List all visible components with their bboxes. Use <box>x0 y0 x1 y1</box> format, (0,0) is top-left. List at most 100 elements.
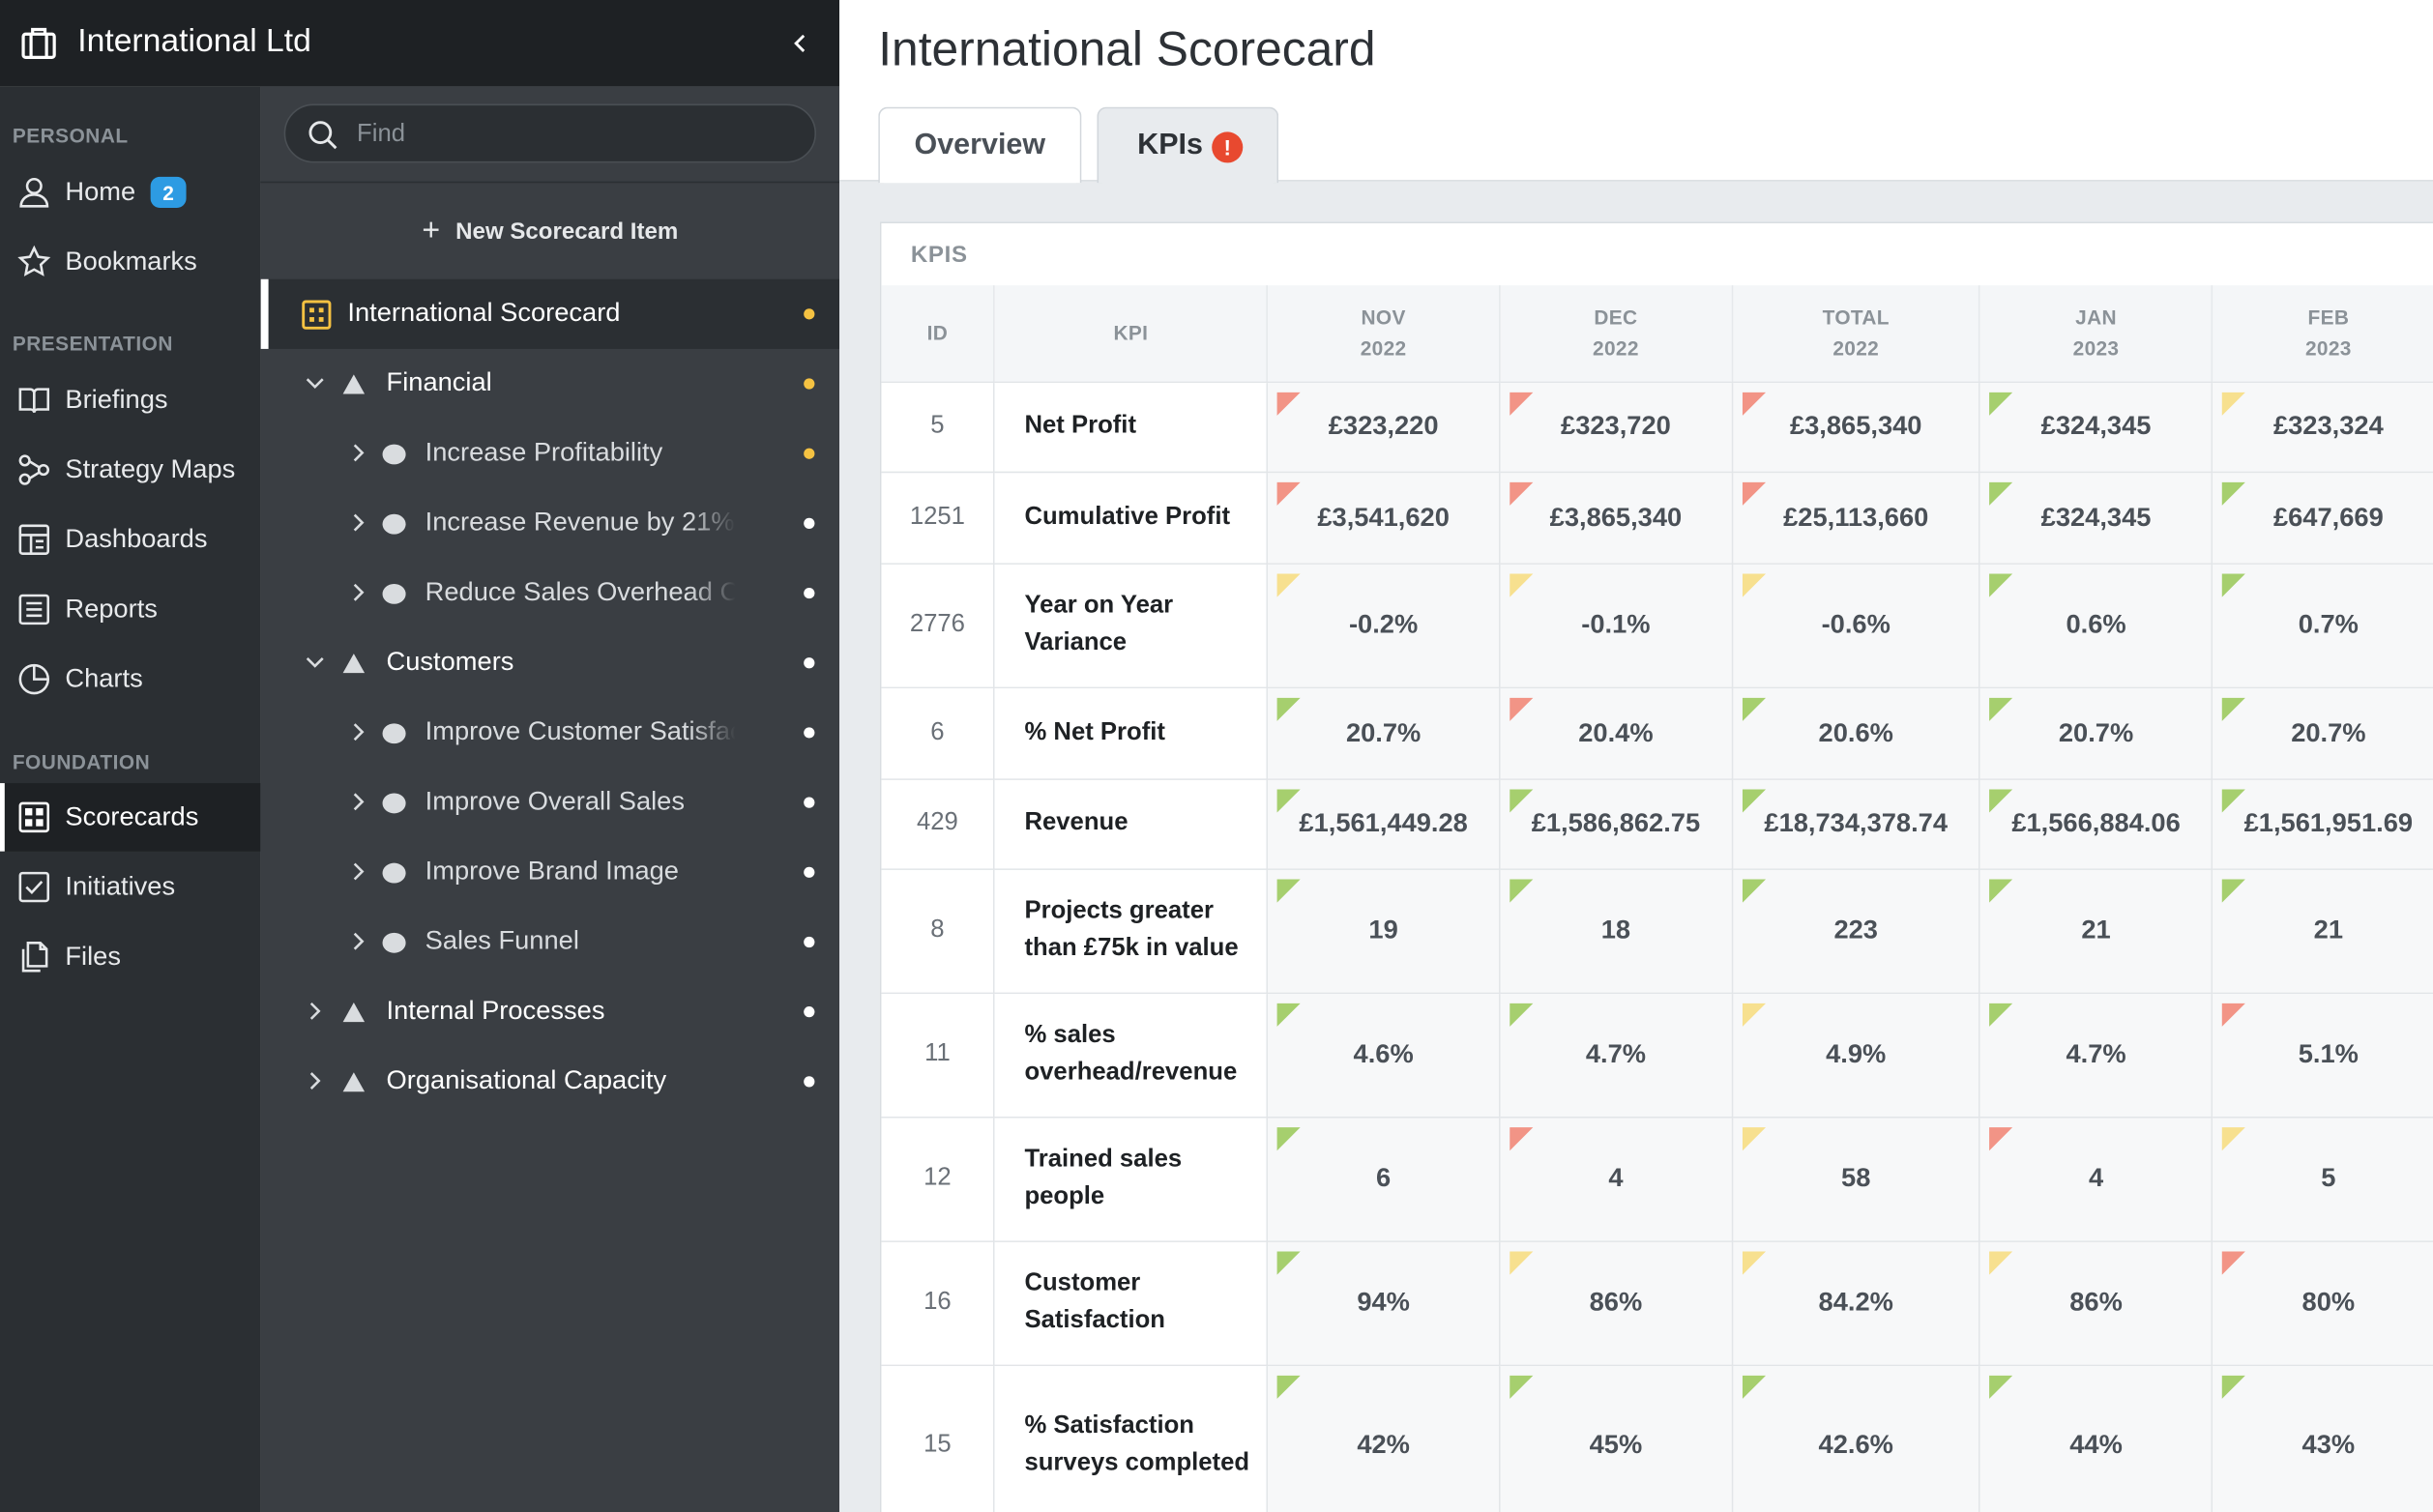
column-header-id[interactable]: ID <box>881 285 995 383</box>
kpi-value-cell[interactable]: 5.1% <box>2212 992 2433 1118</box>
kpi-value-cell[interactable]: 20.7% <box>1979 686 2213 780</box>
nav-item-reports[interactable]: Reports <box>0 575 261 644</box>
kpi-value-cell[interactable]: 223 <box>1732 868 1981 994</box>
chevron-right-icon[interactable] <box>346 441 371 466</box>
kpi-value-cell[interactable]: 0.7% <box>2212 563 2433 688</box>
kpi-value-cell[interactable]: £1,566,884.06 <box>1979 778 2213 870</box>
kpi-value-cell[interactable]: 94% <box>1267 1240 1501 1366</box>
kpi-value-cell[interactable]: 20.7% <box>2212 686 2433 780</box>
find-field[interactable] <box>283 103 817 163</box>
chevron-right-icon[interactable] <box>346 510 371 536</box>
table-row[interactable]: 11% sales overhead/revenue 4.6% 4.7% 4.9% 4.… <box>881 992 2433 1118</box>
tree-item[interactable]: Improve Brand Image <box>261 837 840 907</box>
kpi-value-cell[interactable]: 80% <box>2212 1240 2433 1366</box>
tree-item[interactable]: Sales Funnel <box>261 907 840 976</box>
tree-item[interactable]: Customers <box>261 628 840 698</box>
kpi-name-cell[interactable]: Net Profit <box>994 381 1269 473</box>
tree-item[interactable]: Internal Processes <box>261 977 840 1047</box>
chevron-right-icon[interactable] <box>303 1068 328 1093</box>
kpi-value-cell[interactable]: £3,865,340 <box>1499 471 1733 565</box>
kpi-name-cell[interactable]: Cumulative Profit <box>994 471 1269 565</box>
kpi-value-cell[interactable]: £647,669 <box>2212 471 2433 565</box>
kpi-value-cell[interactable]: 0.6% <box>1979 563 2213 688</box>
kpi-value-cell[interactable]: 84.2% <box>1732 1240 1981 1366</box>
kpi-name-cell[interactable]: Projects greater than £75k in value <box>994 868 1269 994</box>
nav-item-initiatives[interactable]: Initiatives <box>0 853 261 921</box>
kpi-value-cell[interactable]: 4 <box>1499 1116 1733 1242</box>
kpi-value-cell[interactable]: 43% <box>2212 1364 2433 1512</box>
kpi-name-cell[interactable]: Revenue <box>994 778 1269 870</box>
table-row[interactable]: 429 Revenue £1,561,449.28 £1,586,862.75 £18,… <box>881 778 2433 870</box>
table-row[interactable]: 2776 Year on Year Variance -0.2% -0.1% -0.6%… <box>881 563 2433 688</box>
kpi-value-cell[interactable]: 21 <box>2212 868 2433 994</box>
kpi-value-cell[interactable]: -0.6% <box>1732 563 1981 688</box>
kpi-value-cell[interactable]: £3,865,340 <box>1732 381 1981 473</box>
collapse-sidebar-button[interactable] <box>782 25 820 62</box>
kpi-value-cell[interactable]: 45% <box>1499 1364 1733 1512</box>
chevron-right-icon[interactable] <box>346 789 371 814</box>
kpi-value-cell[interactable]: 20.6% <box>1732 686 1981 780</box>
nav-item-strategy-maps[interactable]: Strategy Maps <box>0 436 261 505</box>
find-input[interactable] <box>357 116 792 154</box>
table-row[interactable]: 1251 Cumulative Profit £3,541,620 £3,865,34… <box>881 471 2433 565</box>
kpi-value-cell[interactable]: 42% <box>1267 1364 1501 1512</box>
tree-item[interactable]: Organisational Capacity <box>261 1047 840 1117</box>
column-header-period[interactable]: DEC 2022 <box>1499 285 1733 383</box>
chevron-right-icon[interactable] <box>303 999 328 1024</box>
kpi-value-cell[interactable]: 20.4% <box>1499 686 1733 780</box>
column-header-kpi[interactable]: KPI <box>994 285 1269 383</box>
kpi-value-cell[interactable]: £3,541,620 <box>1267 471 1501 565</box>
chevron-right-icon[interactable] <box>346 580 371 605</box>
chevron-right-icon[interactable] <box>346 929 371 954</box>
kpi-value-cell[interactable]: 19 <box>1267 868 1501 994</box>
kpi-value-cell[interactable]: -0.2% <box>1267 563 1501 688</box>
nav-item-dashboards[interactable]: Dashboards <box>0 506 261 574</box>
tree-item[interactable]: Increase Revenue by 21% <box>261 488 840 558</box>
kpi-value-cell[interactable]: £323,324 <box>2212 381 2433 473</box>
kpi-value-cell[interactable]: 42.6% <box>1732 1364 1981 1512</box>
kpi-name-cell[interactable]: % Net Profit <box>994 686 1269 780</box>
kpi-value-cell[interactable]: £1,561,951.69 <box>2212 778 2433 870</box>
column-header-period[interactable]: NOV 2022 <box>1267 285 1501 383</box>
kpi-value-cell[interactable]: £18,734,378.74 <box>1732 778 1981 870</box>
kpi-value-cell[interactable]: 4.7% <box>1499 992 1733 1118</box>
kpi-value-cell[interactable]: 5 <box>2212 1116 2433 1242</box>
chevron-down-icon[interactable] <box>303 650 328 675</box>
new-scorecard-item-button[interactable]: + New Scorecard Item <box>261 202 840 261</box>
kpi-value-cell[interactable]: £1,561,449.28 <box>1267 778 1501 870</box>
chevron-right-icon[interactable] <box>346 719 371 744</box>
kpi-value-cell[interactable]: £324,345 <box>1979 471 2213 565</box>
column-header-period[interactable]: JAN 2023 <box>1979 285 2213 383</box>
nav-item-bookmarks[interactable]: Bookmarks <box>0 228 261 297</box>
chevron-right-icon[interactable] <box>346 859 371 885</box>
kpi-name-cell[interactable]: Customer Satisfaction <box>994 1240 1269 1366</box>
tree-item[interactable]: Increase Profitability <box>261 419 840 488</box>
table-row[interactable]: 5 Net Profit £323,220 £323,720 £3,865,340 £32… <box>881 381 2433 473</box>
kpi-value-cell[interactable]: 58 <box>1732 1116 1981 1242</box>
column-header-period[interactable]: TOTAL 2022 <box>1732 285 1981 383</box>
tree-item[interactable]: Improve Customer Satisfaction <box>261 698 840 768</box>
kpi-value-cell[interactable]: £323,220 <box>1267 381 1501 473</box>
tab-kpis[interactable]: KPIs ! <box>1097 106 1279 184</box>
kpi-value-cell[interactable]: £1,586,862.75 <box>1499 778 1733 870</box>
kpi-value-cell[interactable]: 6 <box>1267 1116 1501 1242</box>
kpi-value-cell[interactable]: 4 <box>1979 1116 2213 1242</box>
kpi-name-cell[interactable]: Year on Year Variance <box>994 563 1269 688</box>
table-row[interactable]: 16 Customer Satisfaction 94% 86% 84.2% 86% 80% <box>881 1240 2433 1366</box>
kpi-value-cell[interactable]: £324,345 <box>1979 381 2213 473</box>
kpi-value-cell[interactable]: 4.6% <box>1267 992 1501 1118</box>
kpi-value-cell[interactable]: 20.7% <box>1267 686 1501 780</box>
kpi-value-cell[interactable]: 86% <box>1979 1240 2213 1366</box>
kpi-value-cell[interactable]: -0.1% <box>1499 563 1733 688</box>
kpi-value-cell[interactable]: 86% <box>1499 1240 1733 1366</box>
kpi-name-cell[interactable]: % Satisfaction surveys completed <box>994 1364 1269 1512</box>
table-row[interactable]: 12 Trained sales people 6 4 58 4 5 <box>881 1116 2433 1242</box>
table-row[interactable]: 8 Projects greater than £75k in value 19 18… <box>881 868 2433 994</box>
kpi-value-cell[interactable]: 44% <box>1979 1364 2213 1512</box>
table-row[interactable]: 6% Net Profit 20.7% 20.4% 20.6% 20.7% 20.7% <box>881 686 2433 780</box>
table-row[interactable]: 15% Satisfaction surveys completed 42% 45%… <box>881 1364 2433 1512</box>
nav-item-scorecards[interactable]: Scorecards <box>0 783 261 852</box>
nav-item-home[interactable]: Home 2 <box>0 159 261 227</box>
nav-item-files[interactable]: Files <box>0 922 261 991</box>
tree-item[interactable]: International Scorecard <box>260 278 840 349</box>
